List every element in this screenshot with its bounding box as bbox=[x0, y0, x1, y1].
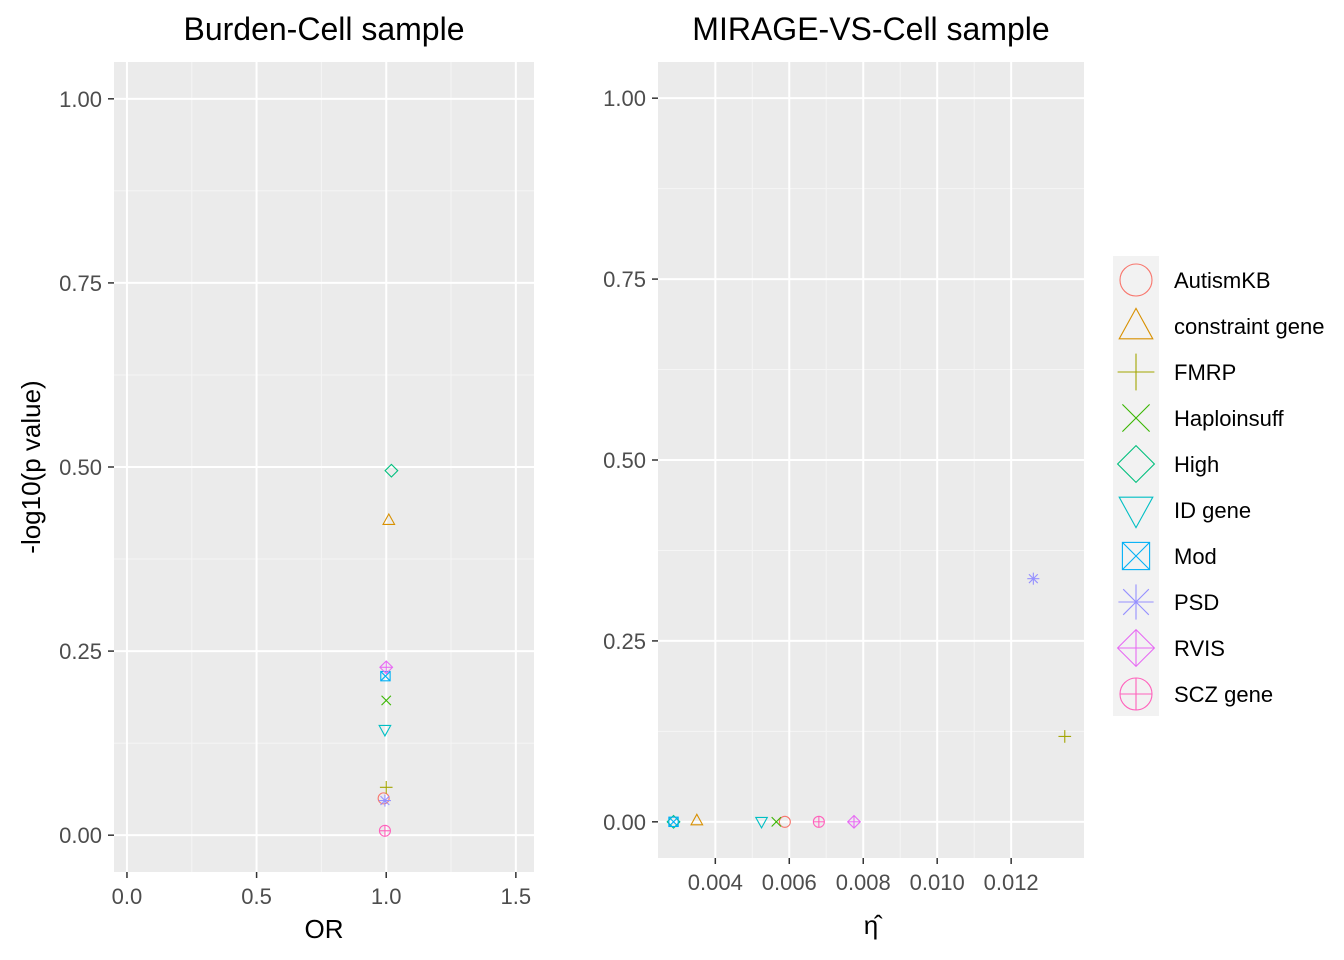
y-axis-title: -log10(p value) bbox=[16, 380, 46, 553]
legend-label-mod: Mod bbox=[1174, 544, 1217, 569]
x-tick-label: 0.012 bbox=[984, 870, 1039, 895]
point-fmrp bbox=[379, 780, 393, 794]
legend-key-fmrp bbox=[1117, 353, 1155, 391]
legend-label-fmrp: FMRP bbox=[1174, 360, 1236, 385]
data-points bbox=[377, 463, 399, 837]
point-haploinsuff bbox=[381, 695, 392, 706]
x-tick-label: 0.0 bbox=[112, 884, 143, 909]
y-tick-label: 0.00 bbox=[59, 823, 102, 848]
legend-key-psd bbox=[1118, 584, 1154, 620]
x-tick-label: 0.004 bbox=[688, 870, 743, 895]
y-tick-label: 0.50 bbox=[59, 455, 102, 480]
legend-label-rvis: RVIS bbox=[1174, 636, 1225, 661]
legend-label-haploinsuff: Haploinsuff bbox=[1174, 406, 1285, 431]
point-autismkb bbox=[377, 792, 390, 805]
y-tick-label: 0.75 bbox=[603, 267, 646, 292]
point-haploinsuff bbox=[771, 816, 782, 827]
y-tick-label: 0.25 bbox=[59, 639, 102, 664]
point-id-gene bbox=[754, 816, 769, 830]
point-mod bbox=[380, 670, 391, 682]
y-tick-label: 0.00 bbox=[603, 810, 646, 835]
x-axis-title: OR bbox=[305, 914, 344, 944]
point-rvis bbox=[379, 660, 394, 675]
point-constraint-gene bbox=[382, 512, 396, 525]
point-autismkb bbox=[778, 815, 791, 828]
y-tick-label: 0.75 bbox=[59, 271, 102, 296]
y-tick-label: 1.00 bbox=[59, 87, 102, 112]
legend-key-mod bbox=[1121, 541, 1151, 571]
panel-title: Burden-Cell sample bbox=[183, 11, 464, 47]
legend-label-id-gene: ID gene bbox=[1174, 498, 1251, 523]
x-tick-label: 0.010 bbox=[910, 870, 965, 895]
data-points bbox=[666, 572, 1072, 830]
point-scz-gene bbox=[378, 824, 391, 837]
legend-key-autismkb bbox=[1119, 263, 1153, 297]
burden-cell-panel: 0.0 0.5 1.0 1.5 0.00 0.25 0.50 0.75 1.00 Burden-… bbox=[16, 11, 534, 944]
x-tick-label: 0.006 bbox=[762, 870, 817, 895]
legend-key-high bbox=[1116, 444, 1156, 484]
axis-ticks: 0.004 0.006 0.008 0.010 0.012 0.00 0.25 0.50 0.7… bbox=[603, 86, 1039, 895]
x-axis-title: η̂ bbox=[864, 910, 883, 940]
mirage-vs-cell-panel: 0.004 0.006 0.008 0.010 0.012 0.00 0.25 0.50 0.7… bbox=[603, 11, 1084, 940]
x-tick-label: 0.008 bbox=[836, 870, 891, 895]
point-fmrp bbox=[1058, 730, 1072, 743]
legend-label-psd: PSD bbox=[1174, 590, 1219, 615]
legend-key-haploinsuff bbox=[1122, 404, 1150, 432]
y-tick-label: 0.50 bbox=[603, 448, 646, 473]
point-mod bbox=[668, 816, 679, 828]
legend-label-high: High bbox=[1174, 452, 1219, 477]
point-psd bbox=[378, 794, 391, 807]
legend-label-scz-gene: SCZ gene bbox=[1174, 682, 1273, 707]
point-scz-gene bbox=[812, 815, 825, 828]
point-high bbox=[384, 463, 399, 478]
legend-key-id-gene bbox=[1118, 496, 1154, 529]
x-tick-label: 1.0 bbox=[371, 884, 402, 909]
major-gridlines bbox=[658, 62, 1084, 858]
y-tick-label: 1.00 bbox=[603, 86, 646, 111]
point-psd bbox=[1027, 572, 1040, 585]
point-constraint-gene bbox=[690, 813, 704, 826]
legend-key-rvis bbox=[1116, 628, 1156, 668]
legend: AutismKB constraint gene FMRP Haploinsuff Hi… bbox=[1113, 256, 1324, 716]
x-tick-label: 1.5 bbox=[501, 884, 532, 909]
point-id-gene bbox=[378, 724, 392, 738]
legend-label-autismkb: AutismKB bbox=[1174, 268, 1271, 293]
legend-key-constraint-gene bbox=[1118, 307, 1154, 340]
legend-label-constraint-gene: constraint gene bbox=[1174, 314, 1324, 339]
panel-title: MIRAGE-VS-Cell sample bbox=[692, 11, 1049, 47]
legend-key-scz-gene bbox=[1119, 677, 1153, 711]
major-gridlines bbox=[114, 62, 534, 872]
x-tick-label: 0.5 bbox=[241, 884, 272, 909]
axis-ticks: 0.0 0.5 1.0 1.5 0.00 0.25 0.50 0.75 1.00 bbox=[59, 87, 531, 909]
y-tick-label: 0.25 bbox=[603, 629, 646, 654]
point-rvis bbox=[846, 814, 862, 829]
